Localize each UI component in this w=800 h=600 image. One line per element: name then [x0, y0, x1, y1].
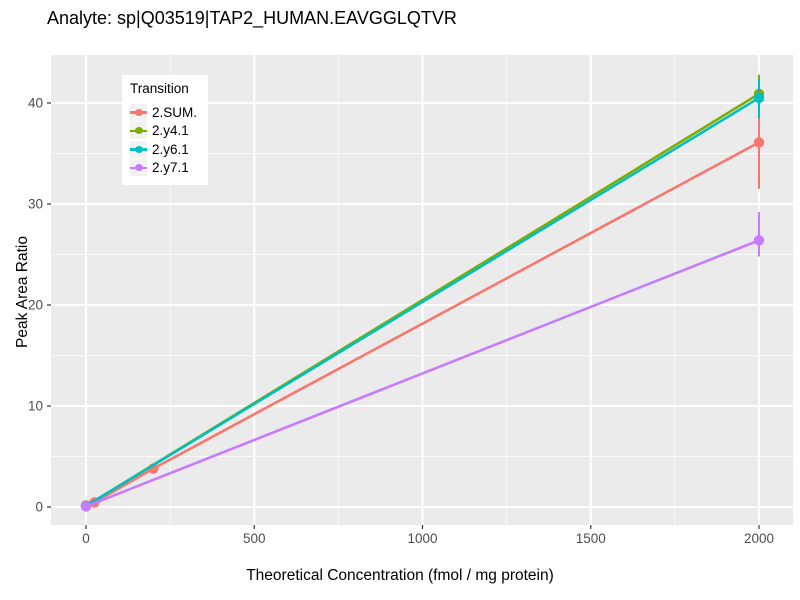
- x-axis-title: Theoretical Concentration (fmol / mg pro…: [246, 567, 554, 584]
- legend-key-swatch: [130, 159, 147, 177]
- legend-item: 2.y7.1: [130, 159, 200, 178]
- legend-item-label: 2.SUM.: [152, 104, 198, 120]
- y-axis-title: Peak Area Ratio: [14, 236, 31, 349]
- y-tick-label: 10: [28, 399, 43, 414]
- legend-title: Transition: [130, 81, 189, 96]
- legend-item: 2.SUM.: [130, 103, 200, 122]
- legend-item: 2.y6.1: [130, 140, 200, 159]
- legend-key-swatch: [130, 103, 147, 121]
- data-point-2.y7.1: [753, 235, 765, 246]
- plot-title: Analyte: sp|Q03519|TAP2_HUMAN.EAVGGLQTVR: [47, 8, 457, 28]
- x-tick-label: 500: [243, 531, 266, 546]
- legend-item: 2.y4.1: [130, 122, 200, 141]
- point-glyph-icon: [134, 164, 143, 172]
- legend-key-swatch: [130, 122, 147, 140]
- legend-key-swatch: [130, 140, 147, 158]
- x-tick-label: 1500: [576, 531, 606, 546]
- legend: Transition 2.SUM. 2.y4.1 2.y6.1: [122, 75, 208, 185]
- series-line-2.y7.1: [84, 239, 761, 508]
- point-glyph-icon: [134, 127, 143, 135]
- y-tick-label: 20: [28, 298, 43, 313]
- data-point-2.y7.1: [80, 501, 92, 512]
- point-glyph-icon: [134, 145, 143, 153]
- series-line-2.y6.1: [84, 96, 761, 508]
- legend-item-label: 2.y7.1: [152, 160, 189, 176]
- legend-item-label: 2.y6.1: [152, 141, 189, 157]
- x-tick-label: 2000: [744, 531, 774, 546]
- data-point-2.y6.1: [753, 92, 765, 104]
- y-tick-label: 30: [28, 197, 43, 212]
- data-point-2.SUM.: [753, 137, 765, 148]
- point-glyph-icon: [134, 108, 143, 116]
- x-tick-label: 0: [82, 531, 90, 546]
- y-tick-label: 40: [28, 96, 43, 111]
- legend-item-label: 2.y4.1: [152, 123, 189, 139]
- y-tick-label: 0: [35, 500, 43, 515]
- x-tick-label: 1000: [407, 531, 437, 546]
